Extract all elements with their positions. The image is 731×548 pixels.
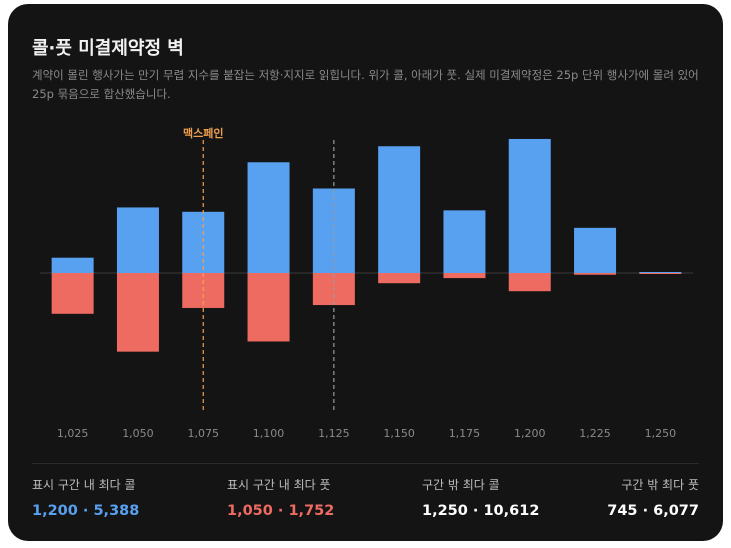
x-tick-label: 1,050 (122, 427, 154, 440)
put-bar (508, 273, 551, 292)
stat-value: 1,050 · 1,752 (227, 503, 335, 519)
oi-wall-card: 콜·풋 미결제약정 벽 계약이 몰린 행사가는 만기 무렵 지수를 붙잡는 저항… (8, 4, 723, 541)
chart-title: 콜·풋 미결제약정 벽 (32, 38, 184, 59)
stat-max-put-out-range: 구간 밖 최다 풋 745 · 6,077 (607, 476, 699, 519)
put-bar (116, 273, 159, 352)
put-bar (639, 273, 682, 274)
stat-label: 구간 밖 최다 콜 (422, 478, 500, 492)
oi-bar-chart: 맥스페인 1,025 1,050 1,075 1,100 1,125 1,150 1,175 1… (40, 126, 693, 440)
x-tick-label: 1,150 (383, 427, 415, 440)
call-bar (508, 138, 551, 273)
stat-label: 표시 구간 내 최다 풋 (227, 478, 331, 492)
call-bar (443, 210, 486, 273)
stat-value: 1,200 · 5,388 (32, 503, 140, 519)
put-bar (443, 273, 486, 279)
max-pain-label: 맥스페인 (183, 126, 223, 140)
call-bar (116, 207, 159, 273)
x-tick-label: 1,200 (514, 427, 546, 440)
stat-max-put-in-range: 표시 구간 내 최다 풋 1,050 · 1,752 (227, 476, 334, 519)
stat-max-call-in-range: 표시 구간 내 최다 콜 1,200 · 5,388 (32, 476, 139, 519)
chart-subtitle: 계약이 몰린 행사가는 만기 무렵 지수를 붙잡는 저항·지지로 읽힙니다. 위… (32, 68, 699, 101)
stat-value: 1,250 · 10,612 (422, 503, 540, 519)
x-tick-label: 1,025 (57, 427, 89, 440)
put-bar (378, 273, 421, 284)
call-bar (574, 227, 617, 273)
call-bar (639, 271, 682, 273)
put-bar (247, 273, 290, 342)
x-tick-label: 1,225 (579, 427, 611, 440)
put-bar (574, 273, 617, 275)
call-bar (51, 257, 94, 273)
put-bar (51, 273, 94, 314)
stat-label: 구간 밖 최다 풋 (621, 478, 699, 492)
x-tick-label: 1,250 (645, 427, 677, 440)
stat-max-call-out-range: 구간 밖 최다 콜 1,250 · 10,612 (422, 476, 539, 519)
call-bar (247, 162, 290, 273)
x-tick-label: 1,125 (318, 427, 350, 440)
x-tick-label: 1,075 (188, 427, 220, 440)
x-tick-label: 1,100 (253, 427, 285, 440)
call-bar (378, 146, 421, 273)
call-bar (312, 188, 355, 273)
divider (32, 463, 699, 464)
x-tick-label: 1,175 (449, 427, 481, 440)
stat-value: 745 · 6,077 (607, 503, 699, 519)
stat-label: 표시 구간 내 최다 콜 (32, 478, 136, 492)
